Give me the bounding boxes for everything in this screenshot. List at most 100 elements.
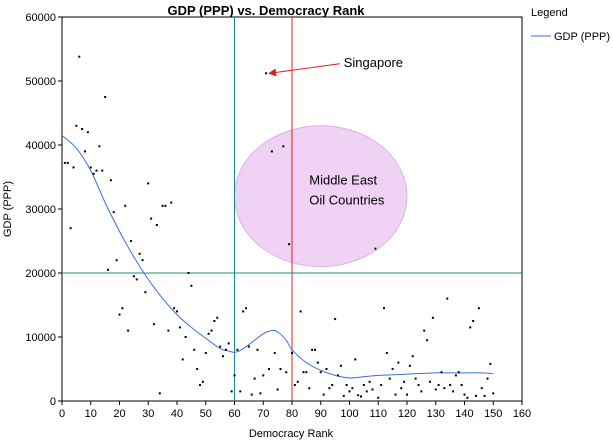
data-point-79 xyxy=(291,352,293,354)
data-point-117 xyxy=(400,387,403,390)
data-point-135 xyxy=(452,390,454,393)
y-tick-label-30000: 30000 xyxy=(25,204,56,216)
data-point-142 xyxy=(472,320,475,322)
data-point-124 xyxy=(420,390,423,393)
data-point-132 xyxy=(443,387,446,390)
x-tick-label-110: 110 xyxy=(369,408,387,420)
data-point-75 xyxy=(279,368,282,370)
data-point-67 xyxy=(256,348,259,351)
oil-countries-label: Oil Countries xyxy=(309,193,385,208)
singapore-label: Singapore xyxy=(344,55,403,70)
data-point-33 xyxy=(158,392,161,395)
data-point-90 xyxy=(322,393,325,396)
x-tick-label-120: 120 xyxy=(398,408,416,420)
data-point-80 xyxy=(293,384,296,386)
data-point-109 xyxy=(377,396,380,399)
data-point-27 xyxy=(141,259,144,262)
data-point-126 xyxy=(426,339,429,342)
data-point-22 xyxy=(127,329,130,332)
data-point-140 xyxy=(466,396,469,399)
x-axis-title: Democracy Rank xyxy=(249,428,334,440)
data-point-148 xyxy=(489,362,492,365)
data-point-149 xyxy=(492,392,495,395)
data-point-138 xyxy=(460,384,463,386)
data-point-15 xyxy=(107,268,109,271)
data-point-74 xyxy=(276,388,279,391)
data-point-24 xyxy=(132,275,135,278)
data-point-14 xyxy=(104,96,107,98)
x-tick-label-80: 80 xyxy=(286,408,298,420)
data-point-77 xyxy=(285,371,288,374)
data-point-56 xyxy=(224,348,227,351)
legend: Legend GDP (PPP) xyxy=(531,7,610,43)
data-point-5 xyxy=(78,55,81,58)
data-point-92 xyxy=(328,387,331,390)
x-tick-label-130: 130 xyxy=(427,408,445,420)
data-point-88 xyxy=(316,361,319,364)
data-point-37 xyxy=(170,201,173,204)
y-tick-label-0: 0 xyxy=(50,396,56,408)
data-point-107 xyxy=(371,388,374,391)
data-point-36 xyxy=(167,329,170,332)
data-point-136 xyxy=(454,374,457,377)
data-point-52 xyxy=(213,320,216,322)
data-point-44 xyxy=(190,284,193,287)
data-point-137 xyxy=(457,371,460,374)
data-point-58 xyxy=(230,390,233,393)
data-point-9 xyxy=(89,166,92,169)
data-point-53 xyxy=(216,316,219,319)
data-point-134 xyxy=(449,384,452,386)
data-point-18 xyxy=(115,259,118,262)
middle-east-label: Middle East xyxy=(309,173,377,188)
data-point-123 xyxy=(417,384,420,386)
data-point-127 xyxy=(429,380,431,383)
data-point-2 xyxy=(69,227,72,230)
data-point-38 xyxy=(173,307,176,310)
data-point-30 xyxy=(150,217,153,220)
data-point-120 xyxy=(408,364,411,367)
gdp-trend-line xyxy=(61,135,494,379)
data-point-35 xyxy=(164,204,167,207)
x-tick-label-50: 50 xyxy=(200,408,212,420)
data-point-147 xyxy=(486,377,489,380)
data-point-131 xyxy=(440,371,443,374)
data-point-143 xyxy=(475,394,477,397)
data-point-130 xyxy=(437,384,440,386)
data-point-4 xyxy=(75,124,78,127)
data-point-105 xyxy=(365,390,368,393)
data-point-57 xyxy=(227,342,230,345)
y-axis-title: GDP (PPP) xyxy=(2,181,14,237)
data-point-16 xyxy=(109,179,112,182)
data-point-116 xyxy=(397,361,400,364)
data-point-103 xyxy=(360,395,362,398)
data-point-48 xyxy=(201,380,204,383)
data-point-112 xyxy=(385,352,388,354)
data-point-115 xyxy=(394,393,397,396)
singapore-arrow xyxy=(268,63,340,77)
data-point-91 xyxy=(325,368,328,370)
data-point-71 xyxy=(268,368,270,370)
data-point-65 xyxy=(250,393,253,396)
data-point-51 xyxy=(210,329,213,332)
data-point-26 xyxy=(138,252,141,255)
data-point-100 xyxy=(351,387,354,390)
data-point-133 xyxy=(446,297,449,300)
data-point-8 xyxy=(86,131,89,134)
x-tick-label-100: 100 xyxy=(340,408,358,420)
data-point-68 xyxy=(259,392,262,395)
data-point-119 xyxy=(406,393,408,396)
x-tick-label-30: 30 xyxy=(142,408,154,420)
data-point-46 xyxy=(196,368,199,370)
data-point-98 xyxy=(345,384,348,386)
data-point-19 xyxy=(118,313,121,316)
data-point-63 xyxy=(245,307,247,310)
data-point-129 xyxy=(434,388,437,391)
x-tick-label-70: 70 xyxy=(257,408,269,420)
data-point-139 xyxy=(463,393,466,396)
data-point-87 xyxy=(314,348,316,351)
data-point-93 xyxy=(331,384,334,386)
data-point-47 xyxy=(199,384,201,386)
x-tick-label-0: 0 xyxy=(59,408,65,420)
x-axis-ticks: 0 10 20 30 40 50 60 70 80 90 100 110 120 130 140 150 160 xyxy=(59,401,531,420)
legend-label: GDP (PPP) xyxy=(554,31,610,43)
